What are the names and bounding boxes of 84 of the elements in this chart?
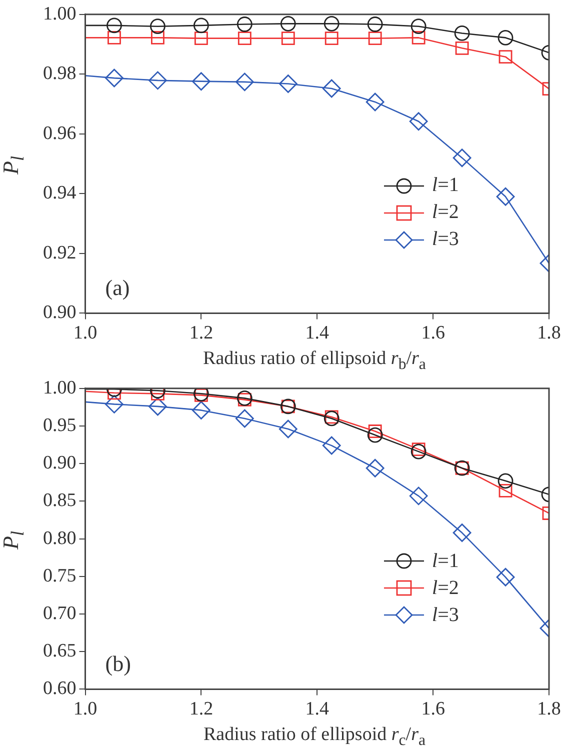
x-tick-label: 1.0 (73, 698, 98, 720)
y-tick-label: 1.00 (43, 377, 76, 398)
point (238, 32, 252, 46)
legend-label: l=2 (432, 201, 459, 224)
y-tick-label: 0.90 (43, 452, 76, 474)
y-tick-label: 0.75 (43, 565, 76, 586)
point (498, 484, 512, 498)
point (150, 18, 166, 34)
point (368, 424, 382, 438)
point (322, 436, 341, 455)
point (278, 74, 298, 93)
y-tick-label: 1.00 (43, 3, 76, 24)
point (410, 18, 426, 34)
point (151, 30, 164, 44)
y-tick-label: 0.95 (43, 414, 76, 436)
point (324, 410, 340, 426)
point (105, 394, 124, 414)
point (108, 30, 121, 44)
point (106, 18, 122, 34)
point (452, 523, 472, 542)
y-tick-label: 0.96 (43, 122, 76, 144)
x-tick-label: 1.0 (73, 322, 98, 344)
point (455, 41, 469, 55)
x-tick-label: 1.8 (537, 322, 561, 344)
point (454, 26, 470, 41)
x-tick-label: 1.4 (305, 698, 330, 720)
point (496, 568, 515, 586)
legend-label: l=3 (432, 604, 459, 627)
point (409, 486, 428, 505)
legend-label: l=1 (432, 550, 459, 573)
y-tick-label: 0.92 (43, 242, 76, 264)
point (367, 427, 383, 443)
y-tick-label: 0.90 (43, 302, 76, 324)
point (366, 92, 384, 112)
x-axis-title: Radius ratio of ellipsoid r$_{c}$/r$_{a}$ (202, 724, 427, 750)
point (194, 32, 208, 46)
point (498, 472, 514, 488)
point (498, 50, 512, 64)
point (235, 409, 254, 428)
x-axis-title: Radius ratio of ellipsoid r$_{b}$/r$_{a}$ (202, 348, 427, 374)
point (192, 400, 210, 420)
point (148, 71, 167, 90)
point (452, 148, 472, 168)
point (193, 18, 209, 34)
point (148, 397, 167, 416)
y-tick-label: 0.98 (43, 63, 76, 84)
legend-label: l=2 (432, 576, 459, 600)
point (412, 442, 426, 456)
y-tick-label: 0.85 (43, 490, 76, 511)
point (278, 420, 298, 438)
y-tick-label: 0.70 (43, 602, 76, 624)
point (412, 30, 426, 44)
y-tick-label: 0.60 (43, 678, 76, 699)
point (236, 16, 252, 32)
point (235, 72, 254, 92)
point (105, 68, 124, 88)
point (409, 112, 428, 131)
y-tick-label: 0.94 (43, 182, 77, 204)
point (496, 187, 515, 206)
annotation: (a) (105, 275, 130, 300)
point (324, 32, 338, 46)
point (498, 30, 514, 46)
x-tick-label: 1.6 (421, 698, 445, 720)
point (410, 444, 426, 460)
x-tick-label: 1.8 (537, 698, 561, 720)
point (108, 388, 121, 400)
point (281, 32, 295, 46)
point (324, 16, 340, 32)
y-tick-label: 0.65 (43, 640, 76, 662)
point (280, 16, 296, 32)
point (322, 79, 341, 98)
x-tick-label: 1.2 (189, 322, 214, 344)
legend-label: l=1 (432, 174, 459, 198)
point (192, 72, 210, 91)
x-tick-label: 1.2 (189, 698, 214, 720)
annotation: (b) (105, 650, 131, 676)
point (366, 458, 384, 478)
legend-label: l=3 (432, 228, 459, 252)
point (368, 32, 382, 46)
point (324, 410, 338, 424)
point (367, 16, 383, 32)
x-tick-label: 1.4 (305, 322, 330, 344)
x-tick-label: 1.6 (421, 322, 445, 344)
y-tick-label: 0.80 (43, 528, 76, 549)
